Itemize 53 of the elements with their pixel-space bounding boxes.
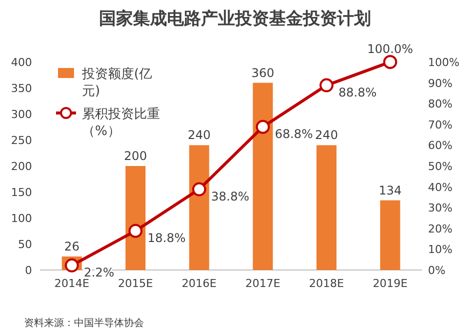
point (192, 182, 206, 196)
y-tick-label: 0 (25, 264, 32, 277)
y2-tick-label: 90% (428, 76, 452, 90)
data-label: 200 (124, 149, 147, 163)
point (256, 120, 270, 134)
bar (189, 145, 210, 270)
y-tick-label: 300 (11, 108, 32, 121)
chart-title: 国家集成电路产业投资基金投资计划 (99, 9, 371, 29)
y2-tick-label: 60% (428, 139, 452, 152)
y2-tick-label: 100% (428, 56, 460, 69)
bar (126, 166, 146, 270)
x-tick-label: 2016E (182, 277, 217, 290)
data-label: 360 (251, 66, 274, 80)
point (320, 78, 334, 92)
bar (380, 200, 400, 270)
data-label: 134 (378, 183, 402, 198)
bar (316, 145, 336, 270)
data-label: 240 (188, 128, 211, 142)
data-label: 2.2% (84, 265, 114, 280)
x-tick-label: 2014E (54, 277, 90, 290)
y-tick-label: 100 (11, 212, 32, 225)
point (383, 55, 398, 69)
y-tick-label: 50 (18, 238, 32, 251)
data-label: 88.8% (338, 85, 377, 100)
bar (252, 82, 273, 270)
y-tick-label: 250 (11, 134, 32, 147)
data-label: 26 (64, 239, 80, 254)
data-label: 100.0% (367, 42, 414, 56)
point (64, 258, 79, 272)
y-tick-label: 400 (11, 56, 32, 69)
y-tick-label: 200 (11, 160, 32, 173)
legend-label: 累积投资比重（%） (82, 107, 160, 139)
data-label: 18.8% (148, 230, 186, 245)
x-tick-label: 2015E (118, 277, 154, 290)
y2-tick-label: 50% (428, 160, 452, 173)
y-tick-label: 350 (11, 82, 32, 95)
y2-tick-label: 40% (428, 180, 452, 194)
data-label: 38.8% (211, 189, 250, 204)
x-tick-label: 2017E (245, 277, 280, 290)
x-tick-label: 2018E (309, 277, 344, 290)
x-tick-label: 2019E (372, 277, 408, 290)
point (128, 224, 142, 238)
legend-label: 投资额度(亿元) (81, 66, 152, 99)
data-label: 240 (315, 128, 338, 142)
y2-tick-label: 0% (428, 264, 446, 277)
y2-tick-label: 70% (428, 118, 452, 132)
y-tick-label: 150 (11, 186, 32, 199)
text: 资料来源：中国半导体协会 (24, 317, 144, 329)
y2-tick-label: 80% (428, 98, 452, 111)
y2-tick-label: 20% (428, 222, 452, 236)
y2-tick-label: 10% (428, 243, 452, 256)
y2-tick-label: 30% (428, 202, 452, 215)
data-label: 68.8% (274, 126, 313, 141)
